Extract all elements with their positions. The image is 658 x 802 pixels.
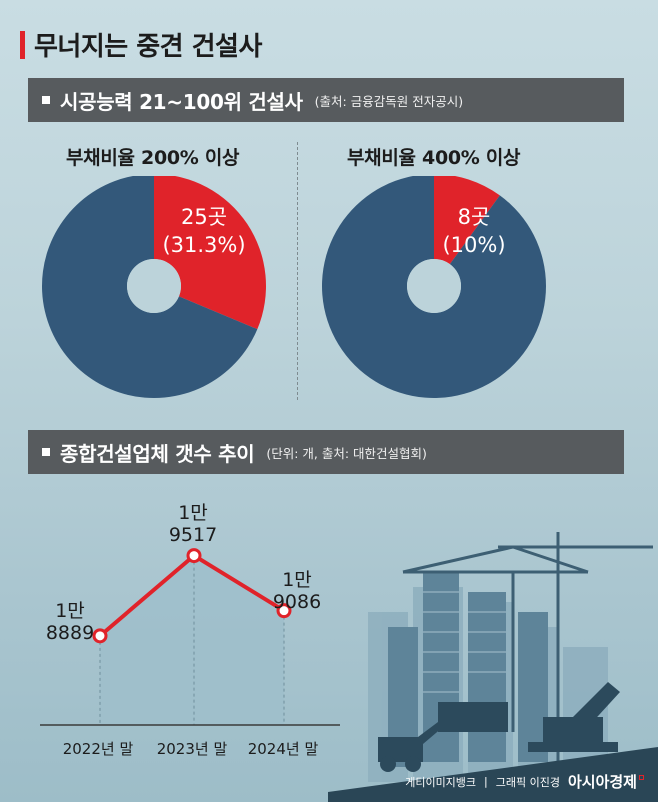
construction-silhouette-icon: [328, 532, 658, 802]
section1-header: 시공능력 21~100위 건설사 (출처: 금융감독원 전자공시): [28, 78, 624, 122]
data-label-2022-line2: 8889: [45, 622, 95, 644]
donut2-slice-1: [322, 176, 547, 398]
line-chart: [40, 548, 340, 726]
section2-header: 종합건설업체 갯수 추이 (단위: 개, 출처: 대한건설협회): [28, 430, 624, 474]
footer-source: 게티이미지뱅크: [405, 775, 477, 789]
square-bullet-icon: [42, 96, 50, 104]
donut2-slice-0: [434, 176, 500, 265]
data-label-2023-line2: 9517: [168, 524, 218, 546]
donut1-slice-1: [41, 176, 258, 398]
donut1-label-percent: (31.3%): [162, 233, 245, 257]
section2-title: 종합건설업체 갯수 추이: [60, 441, 255, 466]
title-accent-bar: [20, 30, 25, 59]
section1-note: (출처: 금융감독원 전자공시): [314, 93, 464, 109]
page-title: 무너지는 중견 건설사: [34, 32, 262, 62]
vertical-divider: [297, 142, 298, 400]
brand-mark-icon: [639, 775, 644, 780]
data-point-2: [276, 603, 292, 619]
footer-separator: |: [484, 775, 488, 788]
data-label-2022-line1: 1만: [55, 600, 85, 622]
donut1-slice-0: [154, 176, 266, 330]
square-bullet-icon: [42, 448, 50, 456]
section1-title: 시공능력 21~100위 건설사: [60, 89, 303, 114]
donut2-title: 부채비율 400% 이상: [347, 147, 521, 169]
title-block: 무너지는 중견 건설사: [20, 26, 262, 63]
data-point-0: [92, 628, 108, 644]
data-label-2024: 1만 9086: [257, 569, 337, 613]
donut1-label-count: 25곳: [181, 205, 227, 229]
section2-note: (단위: 개, 출처: 대한건설협회): [266, 445, 427, 461]
footer-graphic: 그래픽 이진경: [495, 775, 560, 789]
x-tick-2024: 2024년 말: [247, 740, 319, 758]
footer: 게티이미지뱅크 | 그래픽 이진경 아시아경제: [405, 771, 644, 792]
donut2-label-percent: (10%): [442, 233, 505, 257]
donut-chart-1: 25곳 (31.3%): [41, 176, 266, 398]
donut1-hole: [127, 259, 181, 313]
donut1-title: 부채비율 200% 이상: [66, 147, 240, 169]
footer-brand: 아시아경제: [567, 773, 637, 791]
donut2-label-count: 8곳: [458, 205, 491, 229]
data-point-1: [186, 548, 202, 564]
data-label-2023: 1만 9517: [153, 502, 233, 546]
data-label-2024-line2: 9086: [272, 591, 322, 613]
data-label-2023-line1: 1만: [178, 502, 208, 524]
x-tick-2022: 2022년 말: [62, 740, 134, 758]
donut2-hole: [407, 259, 461, 313]
data-label-2024-line1: 1만: [282, 569, 312, 591]
data-label-2022: 1만 8889: [30, 600, 110, 644]
donut-chart-2: 8곳 (10%): [322, 176, 547, 398]
x-tick-2023: 2023년 말: [156, 740, 228, 758]
